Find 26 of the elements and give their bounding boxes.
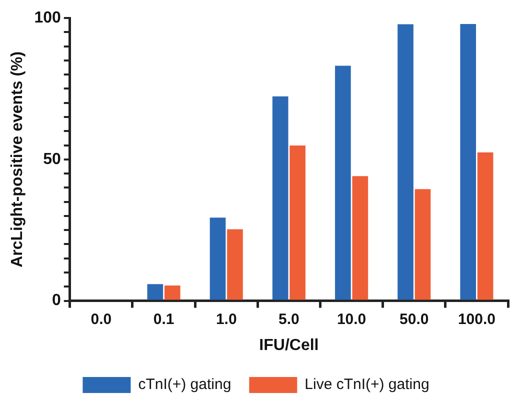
x-axis-title: IFU/Cell: [259, 336, 319, 354]
x-tick-label: 10.0: [336, 310, 366, 328]
bar: [210, 218, 226, 300]
x-tick-label: 50.0: [400, 310, 429, 328]
y-tick-label: 50: [43, 150, 61, 168]
bar: [164, 286, 180, 300]
bar: [414, 189, 431, 300]
y-axis-title: ArcLight-positive events (%): [9, 51, 26, 268]
legend-label: cTnI(+) gating: [138, 376, 232, 394]
y-tick-label: 100: [34, 9, 61, 26]
bar: [335, 66, 351, 300]
x-tick-label: 0.0: [90, 310, 112, 328]
bar: [147, 284, 164, 300]
bar: [227, 229, 243, 300]
x-tick-label: 0.1: [153, 310, 174, 328]
bar: [477, 152, 494, 300]
x-tick-label: 100.0: [458, 310, 496, 328]
bar: [352, 176, 368, 300]
bar: [460, 24, 476, 300]
bar: [290, 146, 306, 300]
bar: [398, 24, 414, 300]
bar: [272, 96, 288, 300]
legend-label: Live cTnI(+) gating: [304, 376, 430, 394]
x-tick-label: 1.0: [216, 310, 237, 328]
y-tick-label: 0: [52, 292, 61, 310]
x-tick-label: 5.0: [278, 310, 300, 328]
